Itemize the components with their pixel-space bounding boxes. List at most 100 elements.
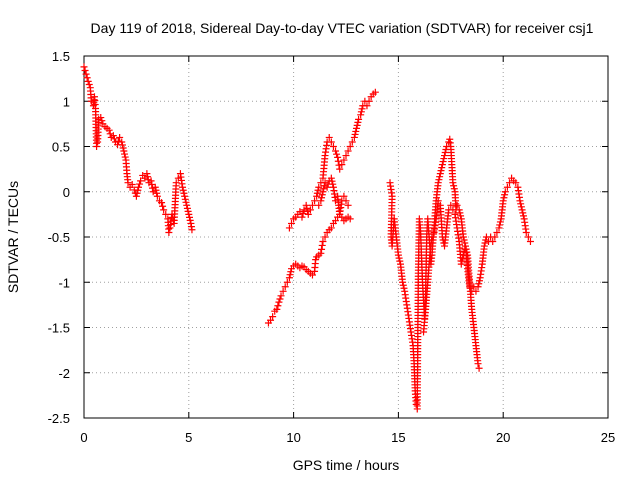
- data-point: [162, 210, 170, 218]
- data-point: [323, 183, 331, 191]
- data-point: [285, 274, 293, 282]
- data-point: [400, 284, 408, 292]
- data-point: [522, 228, 530, 236]
- y-tick-label: -1.5: [48, 321, 70, 336]
- data-point: [518, 206, 526, 214]
- data-point: [105, 126, 113, 134]
- data-point: [313, 189, 321, 197]
- data-point: [499, 197, 507, 205]
- data-point: [459, 233, 467, 241]
- data-point: [412, 400, 420, 408]
- data-point: [134, 186, 142, 194]
- data-point: [332, 147, 340, 155]
- data-point: [355, 115, 363, 123]
- data-point: [438, 164, 446, 172]
- y-tick-label: -0.5: [48, 230, 70, 245]
- data-point: [512, 179, 520, 187]
- data-point: [186, 216, 194, 224]
- data-point: [472, 287, 480, 295]
- data-point: [342, 197, 350, 205]
- data-point: [275, 298, 283, 306]
- data-point: [153, 189, 161, 197]
- data-point: [351, 130, 359, 138]
- data-point: [344, 147, 352, 155]
- data-point: [83, 74, 91, 82]
- x-tick-label: 15: [391, 430, 405, 445]
- data-point: [116, 133, 124, 141]
- data-point: [449, 206, 457, 214]
- data-point: [475, 277, 483, 285]
- x-tick-label: 10: [286, 430, 300, 445]
- data-point: [357, 108, 365, 116]
- data-point: [491, 233, 499, 241]
- data-point: [358, 105, 366, 113]
- data-point: [459, 254, 467, 262]
- data-point: [354, 118, 362, 126]
- data-point: [447, 201, 455, 209]
- data-point: [118, 141, 126, 149]
- data-point: [434, 197, 442, 205]
- data-point: [457, 212, 465, 220]
- data-point: [136, 180, 144, 188]
- data-point: [152, 186, 160, 194]
- data-point: [344, 201, 352, 209]
- x-tick-label: 5: [185, 430, 192, 445]
- data-point: [329, 143, 337, 150]
- data-point: [436, 173, 444, 181]
- data-point: [97, 114, 105, 122]
- axis-ticks: [83, 55, 609, 419]
- data-point: [313, 192, 321, 200]
- data-point: [109, 132, 117, 140]
- data-point: [320, 185, 328, 193]
- data-point: [185, 213, 193, 221]
- data-point: [188, 226, 196, 234]
- data-point: [505, 179, 513, 187]
- data-point: [276, 295, 284, 303]
- data-point: [314, 186, 322, 194]
- data-point: [334, 157, 342, 165]
- data-point: [496, 221, 504, 229]
- data-point: [321, 179, 329, 187]
- data-point: [334, 153, 342, 161]
- data-point: [279, 287, 287, 295]
- data-point: [183, 204, 191, 212]
- data-point: [346, 143, 354, 150]
- data-point: [267, 316, 275, 324]
- data-point: [441, 152, 449, 160]
- data-point: [82, 70, 90, 78]
- data-point: [288, 219, 296, 227]
- y-tick-label: 1: [63, 94, 70, 109]
- chart-title: Day 119 of 2018, Sidereal Day-to-day VTE…: [91, 20, 594, 36]
- data-point: [118, 138, 126, 146]
- data-point: [500, 194, 508, 202]
- data-point: [456, 209, 464, 217]
- data-point: [183, 201, 191, 209]
- data-point: [450, 182, 458, 190]
- data-point: [93, 143, 101, 150]
- data-point: [516, 197, 524, 205]
- data-point: [338, 161, 346, 169]
- data-point: [319, 238, 327, 246]
- data-point: [185, 210, 193, 218]
- data-point: [285, 224, 293, 232]
- data-point: [302, 201, 310, 209]
- data-point: [371, 88, 379, 96]
- data-point: [455, 206, 463, 214]
- data-point: [321, 233, 329, 241]
- data-point: [281, 283, 289, 291]
- data-point: [396, 257, 404, 265]
- data-point: [318, 241, 326, 249]
- data-point: [134, 183, 142, 191]
- x-tick-label: 0: [80, 430, 87, 445]
- data-point: [340, 192, 348, 200]
- data-point: [363, 102, 371, 110]
- data-point: [286, 271, 294, 279]
- data-point: [493, 228, 501, 236]
- data-point: [318, 194, 326, 202]
- data-point: [287, 268, 295, 276]
- data-point: [181, 192, 189, 200]
- data-point: [274, 302, 282, 310]
- data-point: [317, 249, 325, 257]
- data-point: [80, 63, 88, 71]
